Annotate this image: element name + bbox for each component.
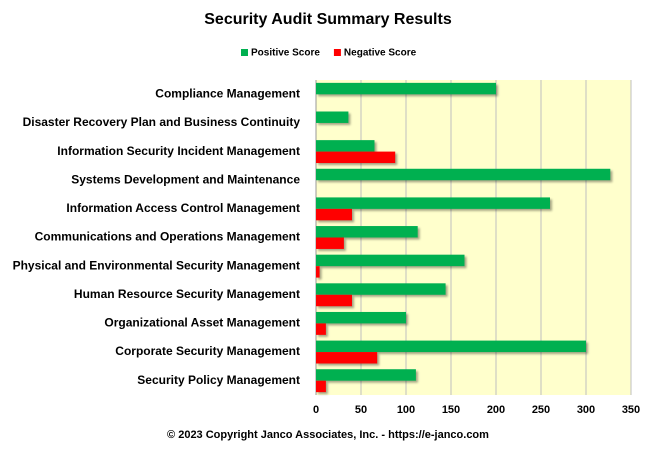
x-tick-label: 200 xyxy=(487,404,505,416)
bar xyxy=(316,323,326,335)
bar xyxy=(316,266,320,278)
bar xyxy=(316,168,611,181)
bar xyxy=(316,226,418,238)
bar xyxy=(316,380,326,393)
bar xyxy=(316,237,344,249)
y-tick-label: Communications and Operations Management xyxy=(35,230,300,244)
bar xyxy=(316,311,406,324)
y-tick-label: Compliance Management xyxy=(155,86,300,100)
legend-swatch xyxy=(333,49,341,56)
y-tick-label: Physical and Environmental Security Mana… xyxy=(13,258,300,272)
y-tick-label: Systems Development and Maintenance xyxy=(71,172,300,186)
x-tick-label: 0 xyxy=(313,404,319,416)
x-tick-label: 150 xyxy=(442,404,460,416)
bar xyxy=(316,352,378,364)
y-tick-label: Disaster Recovery Plan and Business Cont… xyxy=(23,115,301,129)
y-tick-label: Information Security Incident Management xyxy=(57,144,300,158)
footer: © 2023 Copyright Janco Associates, Inc. … xyxy=(167,429,489,441)
y-tick-label: Human Resource Security Management xyxy=(74,287,300,301)
bar xyxy=(316,82,496,95)
bar xyxy=(316,151,396,164)
bar xyxy=(316,283,446,295)
x-tick-label: 300 xyxy=(577,404,595,416)
bar xyxy=(316,294,352,307)
bar xyxy=(316,111,349,123)
bar xyxy=(316,340,586,353)
bar xyxy=(316,254,465,267)
legend-label: Negative Score xyxy=(344,48,417,59)
bar xyxy=(316,208,352,221)
bar xyxy=(316,369,416,381)
x-tick-label: 50 xyxy=(355,404,367,416)
y-tick-label: Security Policy Management xyxy=(137,373,300,387)
chart-title: Security Audit Summary Results xyxy=(204,11,452,28)
bar xyxy=(316,140,375,152)
y-tick-label: Information Access Control Management xyxy=(66,201,300,215)
x-tick-label: 100 xyxy=(397,404,415,416)
legend-swatch xyxy=(241,49,248,56)
bar xyxy=(316,197,550,209)
y-tick-label: Organizational Asset Management xyxy=(104,316,300,330)
legend-label: Positive Score xyxy=(251,48,320,59)
x-tick-label: 250 xyxy=(532,404,550,416)
x-tick-label: 350 xyxy=(622,404,640,416)
y-tick-label: Corporate Security Management xyxy=(115,344,300,358)
